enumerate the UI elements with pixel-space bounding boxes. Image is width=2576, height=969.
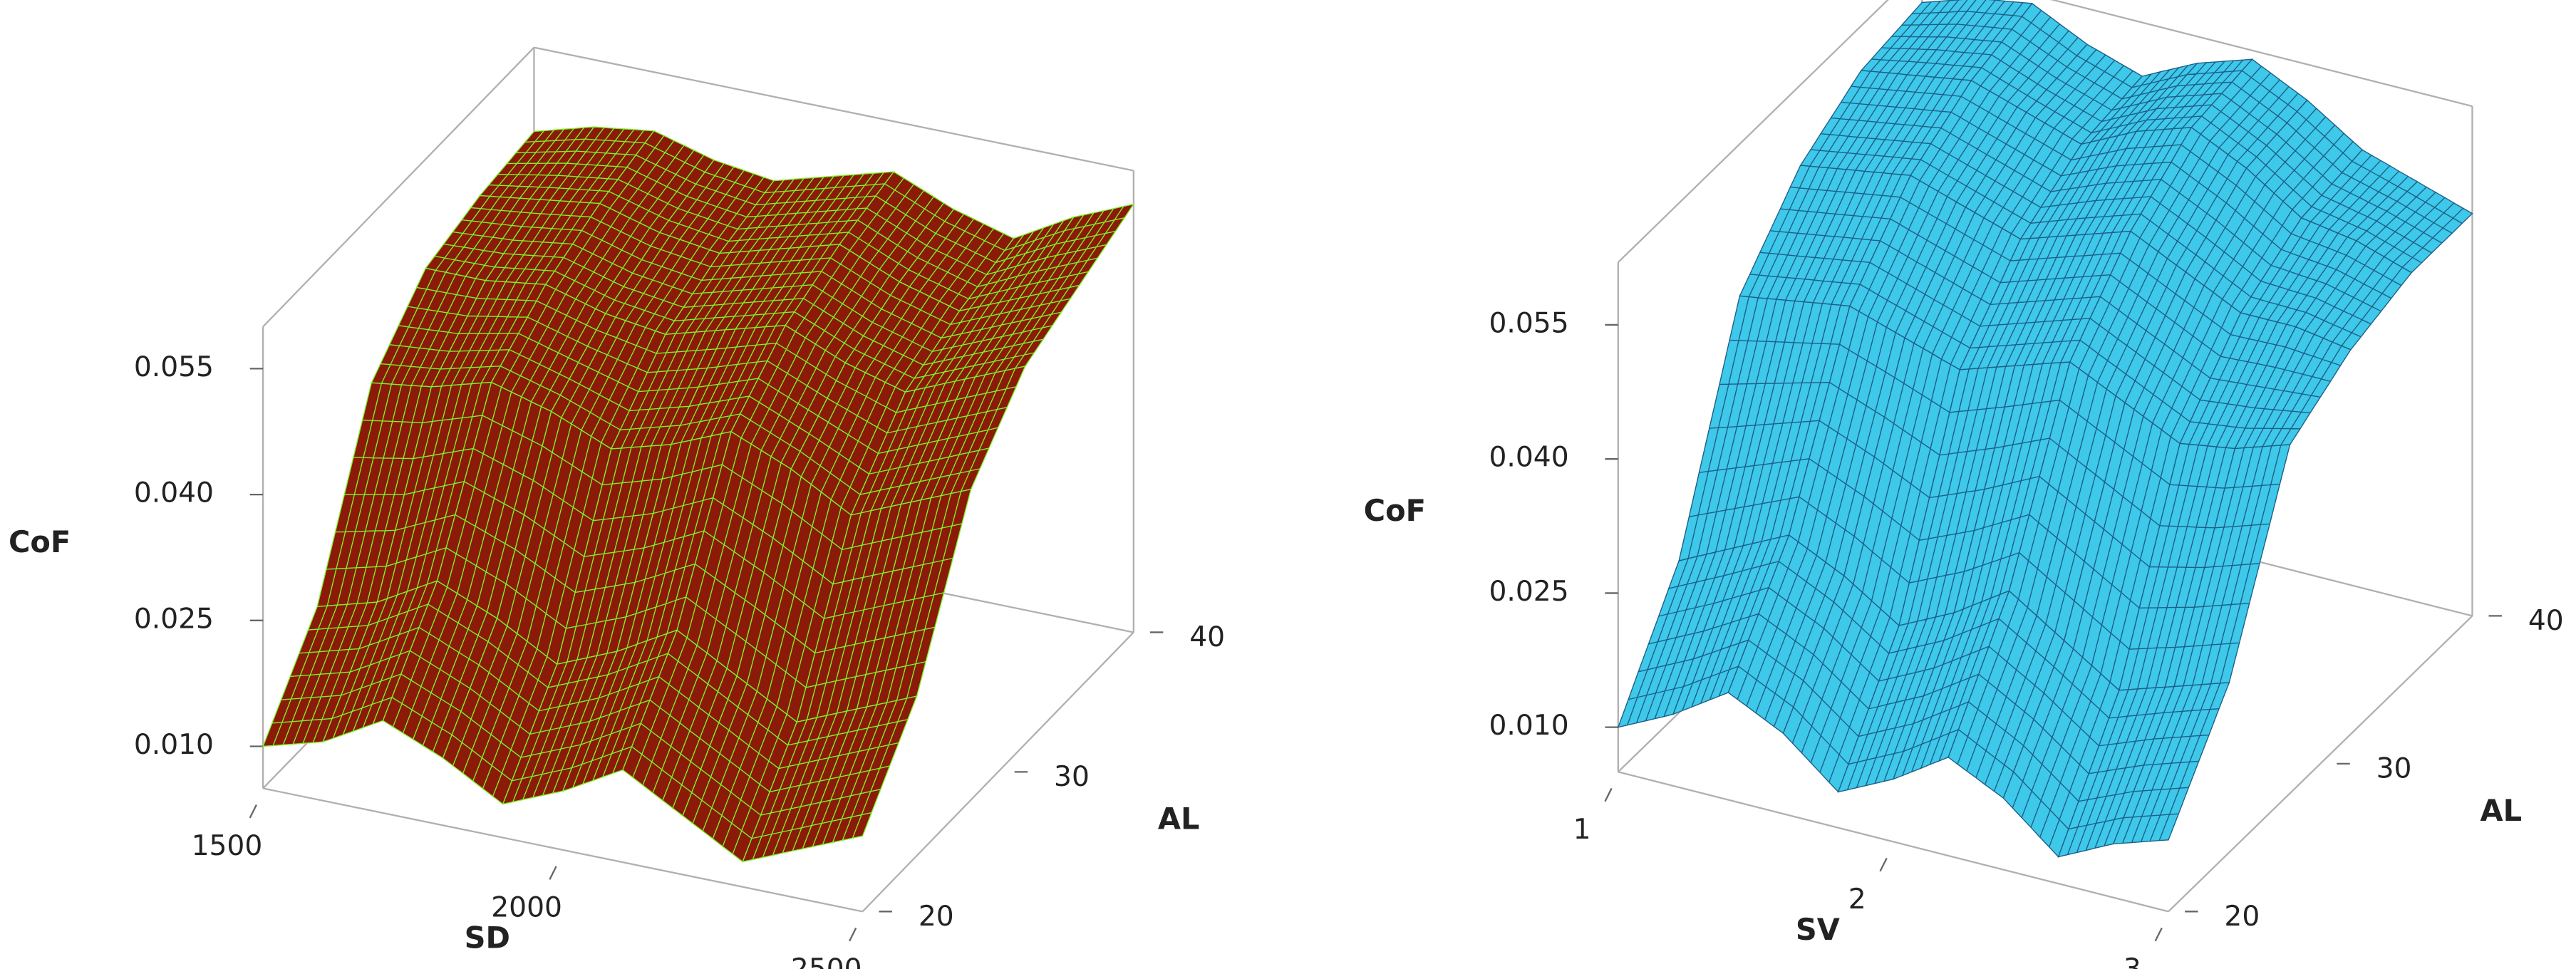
x-tick-label: 1 <box>1573 814 1591 846</box>
surface-plot: 0.010 0.025 0.040 0.055 1 2 3 20 30 40 SV AL CoF <box>1364 0 2564 969</box>
box-edge <box>862 631 1134 913</box>
surface-cell <box>2135 58 2254 133</box>
surface-cell <box>856 488 972 710</box>
x-tick <box>549 866 557 880</box>
x-tick-label: 1500 <box>192 830 263 862</box>
x-tick <box>249 804 257 819</box>
x-tick <box>2154 927 2163 942</box>
box-edge <box>262 787 863 913</box>
box-edge <box>2050 0 2473 108</box>
surface-cell <box>262 601 378 747</box>
z-tick-label: 0.040 <box>134 477 214 509</box>
y-axis-label: AL <box>1158 802 1200 836</box>
z-tick-label: 0.010 <box>1489 710 1569 742</box>
surface-cell <box>802 695 918 850</box>
surface-cell <box>785 244 901 364</box>
y-tick-label: 30 <box>2376 753 2412 785</box>
x-tick <box>1879 857 1888 872</box>
z-tick-label: 0.040 <box>1489 442 1569 474</box>
y-tick-label: 40 <box>1189 621 1225 653</box>
x-tick-label: 3 <box>2124 953 2141 969</box>
surface-cell <box>1854 75 1972 176</box>
x-tick <box>1604 787 1613 802</box>
surface-cell <box>778 171 895 250</box>
surface-cell <box>1860 0 1977 76</box>
surface-cell <box>316 382 433 608</box>
surface-cell <box>736 468 852 723</box>
y-tick-label: 40 <box>2528 605 2564 637</box>
surface-cell <box>910 366 1026 503</box>
box-edge <box>1618 771 2169 913</box>
box-edge <box>262 46 535 328</box>
y-tick-label: 20 <box>2224 901 2260 933</box>
surface-cell <box>2019 130 2138 240</box>
surface-cell <box>2118 442 2236 691</box>
x-tick-label: 2 <box>1848 884 1866 916</box>
y-tick-label: 20 <box>919 901 954 933</box>
x-axis-label: SD <box>465 921 510 955</box>
y-axis-label: AL <box>2481 793 2523 828</box>
surface-cell <box>442 617 558 805</box>
z-tick-label: 0.010 <box>134 729 214 761</box>
surface-cell <box>682 675 798 863</box>
x-tick <box>849 927 857 942</box>
surface-cell <box>2179 312 2297 450</box>
surface-cell <box>2234 326 2352 450</box>
surface-cell <box>2112 682 2230 845</box>
x-tick-label: 2500 <box>791 953 862 969</box>
surface-cell <box>2002 640 2120 858</box>
box-edge <box>1618 0 1889 263</box>
surface-plot: 0.010 0.025 0.040 0.055 1500 2000 2500 20 30 40 SD… <box>9 46 1225 969</box>
surface-cell <box>376 381 492 603</box>
surface-cell <box>1018 203 1135 299</box>
z-tick-label: 0.055 <box>1489 307 1569 339</box>
z-axis-label: CoF <box>9 524 71 559</box>
box-edge <box>2168 615 2473 913</box>
z-axis-label: CoF <box>1364 493 1426 528</box>
surface-cell <box>1848 175 1967 339</box>
z-tick-label: 0.025 <box>1489 576 1569 608</box>
z-tick-label: 0.025 <box>134 603 214 635</box>
surface-cell <box>2295 240 2413 351</box>
surface-cell <box>2173 444 2291 688</box>
surface-cell <box>958 216 1075 312</box>
surface-cell <box>964 284 1081 380</box>
surface-cell <box>1782 574 1900 793</box>
surface-cell <box>556 443 672 665</box>
surface-cell <box>724 244 841 331</box>
surface-cell <box>478 126 596 200</box>
x-axis-label: SV <box>1796 912 1840 947</box>
y-tick-label: 30 <box>1054 761 1090 793</box>
surface-cell <box>2074 127 2193 236</box>
surface-cell <box>2355 181 2473 274</box>
surface-cell <box>1904 206 2022 370</box>
z-tick-label: 0.055 <box>134 351 214 383</box>
x-tick-label: 2000 <box>491 891 562 923</box>
surface-cell <box>1947 590 2065 799</box>
box-edge <box>534 46 1134 172</box>
surface-cell <box>2245 99 2363 219</box>
